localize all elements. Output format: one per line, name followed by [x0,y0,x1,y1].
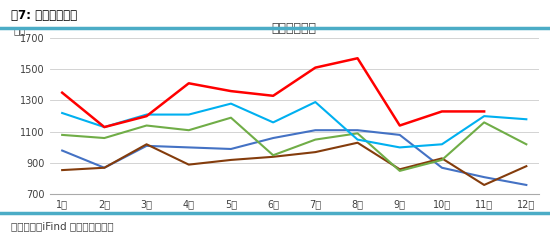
2024 [439,110,446,113]
2021 [143,143,150,146]
2020 [185,146,192,149]
Line: 2023: 2023 [62,102,526,147]
2021 [228,159,234,161]
2021 [481,183,487,186]
2021 [523,165,530,168]
2020 [59,149,65,152]
2021 [270,155,277,158]
2021 [439,157,446,160]
2022 [59,133,65,136]
2024 [101,126,108,128]
2020 [228,148,234,150]
2020 [481,176,487,178]
2023 [397,146,403,149]
2023 [523,118,530,121]
2023 [481,115,487,118]
2021 [185,163,192,166]
2022 [143,124,150,127]
2020 [439,166,446,169]
2024 [185,82,192,85]
2022 [481,121,487,124]
2024 [59,91,65,94]
2024 [354,57,361,60]
2020 [354,129,361,132]
2023 [143,113,150,116]
2020 [397,133,403,136]
2024 [143,115,150,118]
Text: 图7: 铝土矿进口量: 图7: 铝土矿进口量 [11,9,77,22]
2024 [397,124,403,127]
2021 [312,151,318,154]
2024 [228,90,234,92]
2022 [228,116,234,119]
2021 [101,166,108,169]
2020 [101,166,108,169]
2024 [270,94,277,97]
2020 [143,144,150,147]
2021 [59,169,65,172]
Text: 资料来源：iFind 新湖期货研究所: 资料来源：iFind 新湖期货研究所 [11,221,114,231]
Line: 2024: 2024 [62,58,484,127]
2023 [354,138,361,141]
2022 [185,129,192,132]
2020 [523,183,530,186]
2023 [228,102,234,105]
2022 [270,154,277,157]
2023 [270,121,277,124]
Line: 2022: 2022 [62,118,526,171]
2020 [270,137,277,139]
2022 [397,169,403,172]
2022 [354,132,361,135]
Legend: 2020, 2021, 2022, 2023, 2024: 2020, 2021, 2022, 2023, 2024 [155,234,434,237]
2020 [312,129,318,132]
Y-axis label: 万吨: 万吨 [14,25,26,35]
2023 [185,113,192,116]
2021 [354,141,361,144]
Line: 2020: 2020 [62,130,526,185]
Title: 铝土矿进口量: 铝土矿进口量 [272,22,317,35]
2024 [481,110,487,113]
2023 [101,126,108,128]
2024 [312,66,318,69]
2023 [439,143,446,146]
2023 [59,112,65,114]
2022 [439,159,446,161]
2022 [523,143,530,146]
2022 [101,137,108,139]
2021 [397,168,403,171]
2023 [312,101,318,104]
2022 [312,138,318,141]
Line: 2021: 2021 [62,143,526,185]
